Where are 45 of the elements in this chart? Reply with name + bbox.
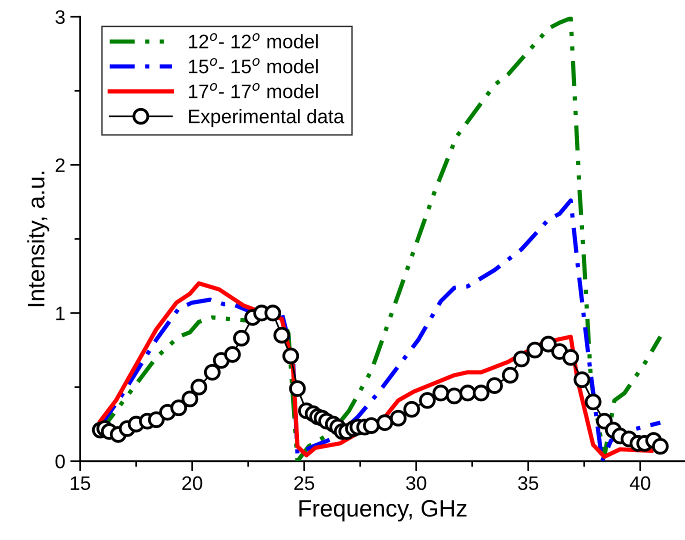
point xyxy=(190,378,208,396)
y-tick-label: 3 xyxy=(55,10,65,24)
point xyxy=(472,384,490,402)
point xyxy=(526,342,544,358)
legend-label: 15$^{o}$- 15$^{o}$ model xyxy=(189,58,318,74)
point xyxy=(289,380,306,397)
point xyxy=(432,384,450,402)
point xyxy=(363,417,380,434)
legend-label: 12$^{o}$- 12$^{o}$ model xyxy=(189,33,318,48)
point xyxy=(182,390,198,408)
x-tick-label: 15 xyxy=(70,476,90,490)
point xyxy=(264,304,282,322)
x-tick-label: 30 xyxy=(406,476,426,490)
x-tick-label: 40 xyxy=(630,476,650,490)
legend-label: Experimental data xyxy=(189,109,344,128)
y-tick-label: 2 xyxy=(56,158,65,172)
point xyxy=(390,410,407,427)
y-axis-title: Intensity, a.u. xyxy=(27,172,50,306)
point xyxy=(502,366,519,384)
point xyxy=(224,346,241,363)
point xyxy=(540,336,557,352)
x-tick-label: 35 xyxy=(518,476,538,490)
point xyxy=(148,411,165,428)
point xyxy=(562,349,580,366)
x-tick-label: 25 xyxy=(294,476,314,490)
x-tick-label: 20 xyxy=(182,476,202,490)
point xyxy=(170,399,188,416)
y-tick-label: 0 xyxy=(56,454,65,468)
point xyxy=(282,348,300,364)
y-tick-label: 1 xyxy=(56,306,65,320)
point xyxy=(273,326,290,344)
point xyxy=(233,330,250,347)
point xyxy=(403,400,420,418)
point xyxy=(584,394,602,410)
point xyxy=(446,388,463,404)
point xyxy=(513,350,530,368)
point xyxy=(459,384,476,402)
legend-label: 17$^{o}$- 17$^{o}$ model xyxy=(189,83,318,98)
point xyxy=(419,392,436,409)
point xyxy=(486,377,503,394)
point xyxy=(376,414,394,431)
x-axis-title: Frequency, GHz xyxy=(299,500,466,522)
point xyxy=(204,364,221,381)
point xyxy=(574,371,590,388)
point xyxy=(652,438,669,455)
